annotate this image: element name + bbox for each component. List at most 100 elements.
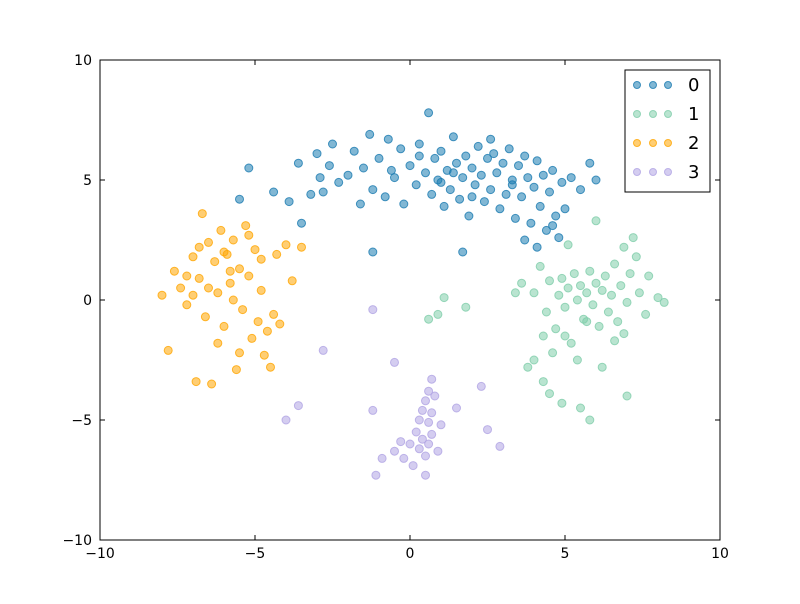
- data-point: [467, 192, 477, 202]
- data-point: [210, 257, 220, 267]
- data-point: [619, 329, 629, 339]
- data-point: [191, 377, 201, 387]
- data-point: [452, 403, 461, 413]
- data-point: [591, 278, 601, 288]
- data-point: [235, 348, 244, 358]
- data-point: [244, 163, 254, 173]
- data-point: [625, 269, 635, 279]
- data-point: [424, 417, 434, 427]
- data-point: [306, 189, 316, 199]
- data-point: [266, 362, 275, 372]
- data-point: [610, 259, 620, 269]
- data-point: [526, 218, 536, 228]
- data-point: [455, 194, 465, 204]
- data-point: [486, 185, 496, 195]
- data-point: [507, 180, 517, 190]
- data-point: [538, 170, 548, 180]
- legend-marker: [633, 139, 641, 147]
- legend-label: 3: [688, 162, 699, 183]
- x-tick-label: −10: [85, 546, 115, 562]
- series-3: [281, 305, 505, 480]
- data-point: [219, 321, 229, 331]
- data-point: [529, 182, 539, 192]
- legend-marker: [633, 81, 641, 89]
- y-tick-label: 0: [83, 293, 92, 309]
- data-point: [417, 405, 427, 415]
- data-point: [427, 429, 437, 439]
- data-point: [557, 273, 567, 283]
- data-point: [464, 211, 474, 221]
- data-point: [386, 165, 396, 175]
- data-point: [424, 439, 434, 449]
- data-point: [476, 381, 486, 391]
- data-point: [324, 161, 334, 171]
- data-point: [613, 317, 623, 327]
- data-point: [287, 276, 297, 286]
- data-point: [281, 415, 291, 425]
- data-point: [436, 177, 446, 187]
- data-point: [486, 134, 496, 144]
- data-point: [458, 173, 468, 183]
- data-point: [405, 161, 415, 171]
- data-point: [228, 235, 238, 245]
- data-point: [204, 237, 213, 247]
- data-point: [600, 271, 610, 281]
- data-point: [566, 173, 576, 183]
- plot-frame: [99, 59, 721, 541]
- data-point: [591, 216, 601, 226]
- data-point: [634, 288, 644, 298]
- data-point: [293, 401, 303, 411]
- x-tick-label: 5: [561, 546, 570, 562]
- data-point: [318, 187, 328, 197]
- y-tick-label: 5: [83, 173, 92, 189]
- data-point: [359, 163, 368, 173]
- data-point: [448, 132, 458, 142]
- data-point: [256, 254, 266, 264]
- data-point: [597, 362, 607, 372]
- data-point: [597, 285, 607, 295]
- data-point: [588, 300, 598, 310]
- data-point: [495, 204, 505, 214]
- data-point: [157, 290, 167, 300]
- data-point: [631, 252, 641, 262]
- legend-entry: 3: [633, 162, 699, 183]
- data-point: [256, 285, 266, 295]
- data-point: [467, 163, 477, 173]
- data-point: [594, 321, 604, 331]
- data-point: [225, 266, 235, 276]
- data-point: [436, 420, 446, 430]
- data-point: [545, 389, 554, 399]
- data-point: [545, 276, 554, 286]
- data-point: [396, 437, 406, 447]
- data-point: [554, 290, 564, 300]
- data-point: [414, 415, 424, 425]
- data-point: [421, 396, 430, 406]
- data-point: [411, 180, 421, 190]
- data-point: [560, 204, 570, 214]
- data-point: [188, 290, 198, 300]
- data-point: [411, 427, 421, 437]
- data-point: [576, 281, 585, 291]
- data-point: [591, 175, 601, 185]
- data-point: [365, 129, 375, 139]
- data-point: [659, 297, 669, 307]
- x-tick-label: 0: [406, 546, 415, 562]
- data-point: [318, 345, 328, 355]
- data-point: [238, 305, 248, 315]
- data-point: [644, 271, 654, 281]
- data-point: [501, 189, 511, 199]
- data-point: [421, 168, 430, 178]
- data-point: [421, 470, 430, 480]
- data-point: [216, 225, 226, 235]
- data-point: [572, 355, 582, 365]
- data-point: [414, 151, 424, 161]
- data-point: [225, 278, 235, 288]
- data-point: [269, 309, 279, 319]
- data-point: [517, 192, 527, 202]
- legend-entry: 2: [633, 133, 699, 154]
- data-point: [529, 355, 539, 365]
- legend: 0 1 2 3: [624, 69, 711, 193]
- legend-marker: [664, 81, 672, 89]
- data-point: [535, 201, 545, 211]
